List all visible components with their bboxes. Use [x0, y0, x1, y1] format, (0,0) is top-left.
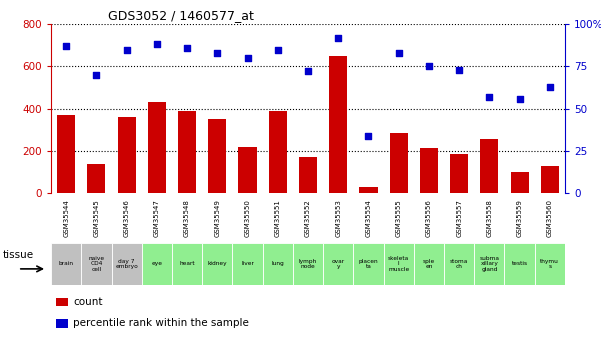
Text: stoma
ch: stoma ch: [450, 259, 468, 269]
Bar: [233, 243, 263, 285]
Bar: [450, 154, 468, 193]
Text: GSM35551: GSM35551: [275, 199, 281, 237]
Bar: [299, 157, 317, 193]
Bar: [81, 243, 112, 285]
Text: GSM35560: GSM35560: [547, 199, 553, 237]
Bar: [269, 111, 287, 193]
Point: [91, 72, 101, 78]
Text: naive
CD4
cell: naive CD4 cell: [88, 256, 105, 272]
Text: skeleta
l
muscle: skeleta l muscle: [388, 256, 409, 272]
Text: GSM35547: GSM35547: [154, 199, 160, 237]
Text: brain: brain: [59, 262, 74, 266]
Bar: [444, 243, 474, 285]
Point: [303, 69, 313, 74]
Text: eye: eye: [151, 262, 162, 266]
Point: [213, 50, 222, 56]
Text: GSM35550: GSM35550: [245, 199, 251, 237]
Bar: [56, 298, 68, 306]
Text: GSM35544: GSM35544: [63, 199, 69, 237]
Text: lung: lung: [272, 262, 284, 266]
Point: [122, 47, 132, 52]
Bar: [480, 139, 498, 193]
Point: [182, 45, 192, 51]
Text: sple
en: sple en: [423, 259, 435, 269]
Text: GSM35554: GSM35554: [365, 199, 371, 237]
Bar: [420, 148, 438, 193]
Point: [334, 35, 343, 40]
Text: GSM35552: GSM35552: [305, 199, 311, 237]
Bar: [209, 119, 227, 193]
Text: ovar
y: ovar y: [332, 259, 345, 269]
Text: day 7
embryо: day 7 embryо: [115, 259, 138, 269]
Point: [515, 96, 525, 101]
Text: percentile rank within the sample: percentile rank within the sample: [73, 318, 249, 328]
Bar: [87, 164, 106, 193]
Text: tissue: tissue: [3, 250, 34, 260]
Point: [545, 84, 555, 89]
Bar: [148, 102, 166, 193]
Text: GSM35557: GSM35557: [456, 199, 462, 237]
Point: [424, 63, 434, 69]
Bar: [293, 243, 323, 285]
Point: [394, 50, 403, 56]
Bar: [263, 243, 293, 285]
Bar: [57, 115, 75, 193]
Bar: [323, 243, 353, 285]
Bar: [510, 172, 529, 193]
Text: count: count: [73, 297, 102, 307]
Text: GSM35558: GSM35558: [486, 199, 492, 237]
Text: GSM35548: GSM35548: [184, 199, 190, 237]
Point: [454, 67, 464, 72]
Point: [243, 55, 252, 61]
Bar: [541, 166, 559, 193]
Bar: [172, 243, 202, 285]
Text: GDS3052 / 1460577_at: GDS3052 / 1460577_at: [108, 9, 254, 22]
Point: [152, 42, 162, 47]
Text: GSM35545: GSM35545: [93, 199, 99, 237]
Text: thymu
s: thymu s: [540, 259, 560, 269]
Point: [484, 94, 494, 100]
Bar: [359, 187, 377, 193]
Bar: [51, 243, 81, 285]
Text: GSM35555: GSM35555: [395, 199, 401, 237]
Bar: [414, 243, 444, 285]
Bar: [504, 243, 535, 285]
Point: [61, 43, 71, 49]
Text: GSM35546: GSM35546: [124, 199, 130, 237]
Point: [273, 47, 282, 52]
Text: testis: testis: [511, 262, 528, 266]
Bar: [239, 147, 257, 193]
Bar: [118, 117, 136, 193]
Bar: [535, 243, 565, 285]
Bar: [178, 111, 196, 193]
Text: GSM35549: GSM35549: [215, 199, 221, 237]
Text: placen
ta: placen ta: [359, 259, 378, 269]
Text: lymph
node: lymph node: [299, 259, 317, 269]
Bar: [389, 133, 407, 193]
Bar: [383, 243, 414, 285]
Bar: [142, 243, 172, 285]
Text: subma
xillary
gland: subma xillary gland: [480, 256, 499, 272]
Bar: [329, 56, 347, 193]
Text: GSM35553: GSM35553: [335, 199, 341, 237]
Bar: [56, 319, 68, 328]
Bar: [474, 243, 504, 285]
Text: GSM35556: GSM35556: [426, 199, 432, 237]
Text: kidney: kidney: [207, 262, 227, 266]
Text: heart: heart: [179, 262, 195, 266]
Text: GSM35559: GSM35559: [517, 199, 523, 237]
Point: [364, 133, 373, 138]
Bar: [202, 243, 233, 285]
Text: liver: liver: [241, 262, 254, 266]
Bar: [353, 243, 383, 285]
Bar: [112, 243, 142, 285]
